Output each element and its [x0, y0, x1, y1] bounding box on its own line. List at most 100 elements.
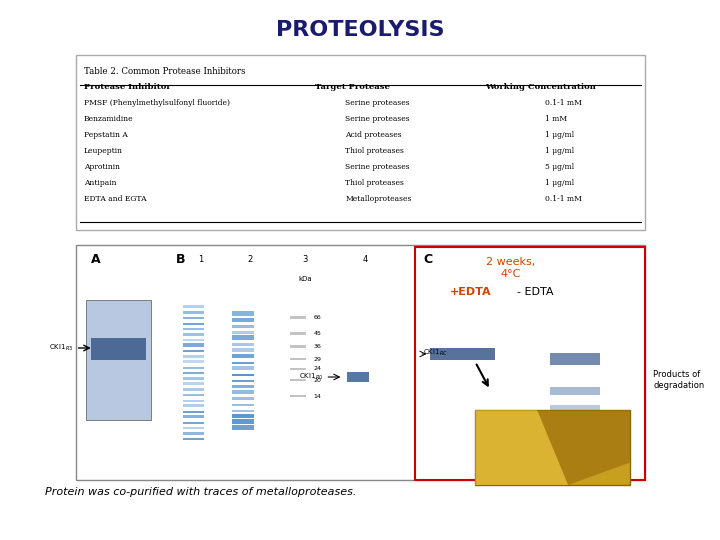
Text: Table 2. Common Protease Inhibitors: Table 2. Common Protease Inhibitors: [84, 67, 245, 76]
Text: B: B: [176, 253, 185, 266]
Text: PMSF (Phenylmethylsulfonyl fluoride): PMSF (Phenylmethylsulfonyl fluoride): [84, 99, 230, 107]
Bar: [347, 372, 369, 382]
Bar: [290, 358, 307, 360]
Text: Serine proteases: Serine proteases: [346, 163, 410, 171]
Text: Serine proteases: Serine proteases: [346, 99, 410, 107]
Text: C: C: [423, 253, 433, 266]
Bar: [233, 404, 254, 406]
Text: Antipain: Antipain: [84, 179, 116, 187]
Bar: [182, 422, 204, 423]
Bar: [233, 325, 254, 328]
Bar: [182, 343, 204, 347]
Bar: [233, 380, 254, 382]
Bar: [182, 438, 204, 440]
Bar: [233, 331, 254, 334]
Text: 36: 36: [313, 344, 321, 349]
Bar: [550, 353, 600, 365]
Text: Benzamidine: Benzamidine: [84, 115, 133, 123]
Bar: [550, 387, 600, 395]
Bar: [290, 379, 307, 381]
Text: Target Protease: Target Protease: [315, 83, 390, 91]
Bar: [91, 338, 145, 360]
Bar: [290, 345, 307, 348]
Bar: [182, 394, 204, 396]
Text: CKI1$_{R3}$: CKI1$_{R3}$: [50, 343, 73, 353]
Text: 3: 3: [302, 255, 308, 264]
Text: 1 μg/ml: 1 μg/ml: [545, 179, 575, 187]
Bar: [233, 385, 254, 388]
Polygon shape: [475, 410, 568, 485]
Text: 24: 24: [313, 367, 321, 372]
Text: 0.1-1 mM: 0.1-1 mM: [545, 195, 582, 203]
Bar: [475, 410, 630, 485]
Bar: [233, 343, 254, 346]
Text: Thiol proteases: Thiol proteases: [346, 179, 404, 187]
Bar: [182, 323, 204, 325]
Bar: [233, 354, 254, 358]
Bar: [182, 367, 204, 368]
Text: 4: 4: [363, 255, 368, 264]
Bar: [233, 389, 254, 394]
Bar: [290, 368, 307, 370]
Text: 29: 29: [313, 357, 321, 362]
Bar: [182, 372, 204, 374]
Text: Metalloproteases: Metalloproteases: [346, 195, 412, 203]
Bar: [233, 318, 254, 322]
Text: EDTA and EGTA: EDTA and EGTA: [84, 195, 146, 203]
Text: PROTEOLYSIS: PROTEOLYSIS: [276, 20, 444, 40]
Bar: [290, 332, 307, 335]
Bar: [233, 312, 254, 316]
Text: Working Concentration: Working Concentration: [485, 83, 596, 91]
Bar: [182, 415, 204, 418]
FancyBboxPatch shape: [76, 55, 645, 230]
Bar: [290, 395, 307, 397]
Bar: [182, 431, 204, 435]
Text: CKI1$_{R0}$: CKI1$_{R0}$: [299, 372, 323, 382]
Bar: [182, 377, 204, 380]
Text: +EDTA: +EDTA: [449, 287, 491, 297]
FancyBboxPatch shape: [415, 247, 645, 480]
Text: 66: 66: [313, 315, 321, 320]
Bar: [182, 317, 204, 319]
Bar: [233, 419, 254, 424]
Polygon shape: [537, 410, 630, 485]
Text: 1 mM: 1 mM: [545, 115, 567, 123]
Text: Acid proteases: Acid proteases: [346, 131, 402, 139]
Bar: [233, 366, 254, 370]
FancyBboxPatch shape: [76, 245, 645, 480]
Text: 2: 2: [248, 255, 253, 264]
Text: Pepstatin A: Pepstatin A: [84, 131, 127, 139]
Bar: [233, 414, 254, 418]
Bar: [182, 355, 204, 357]
Bar: [182, 360, 204, 363]
Text: Products of
degradation: Products of degradation: [653, 370, 704, 390]
Bar: [233, 410, 254, 412]
Bar: [233, 335, 254, 340]
Text: 5 μg/ml: 5 μg/ml: [545, 163, 575, 171]
Text: 0.1-1 mM: 0.1-1 mM: [545, 99, 582, 107]
Bar: [233, 397, 254, 400]
Bar: [182, 411, 204, 413]
Bar: [550, 405, 600, 413]
Text: Serine proteases: Serine proteases: [346, 115, 410, 123]
Bar: [550, 423, 600, 431]
Bar: [431, 348, 495, 360]
Text: CKI1$_{RC}$: CKI1$_{RC}$: [423, 348, 448, 358]
Bar: [182, 400, 204, 402]
Bar: [182, 306, 204, 308]
Bar: [233, 348, 254, 352]
Text: 14: 14: [313, 394, 321, 399]
Text: Aprotinin: Aprotinin: [84, 163, 120, 171]
Bar: [182, 312, 204, 314]
Bar: [233, 362, 254, 364]
Text: kDa: kDa: [299, 276, 312, 282]
Bar: [182, 328, 204, 330]
Text: - EDTA: - EDTA: [517, 287, 554, 297]
Text: 45: 45: [313, 332, 321, 336]
Bar: [182, 333, 204, 335]
Bar: [233, 374, 254, 376]
Bar: [182, 404, 204, 407]
Bar: [182, 350, 204, 352]
Bar: [86, 300, 150, 420]
Bar: [182, 339, 204, 341]
